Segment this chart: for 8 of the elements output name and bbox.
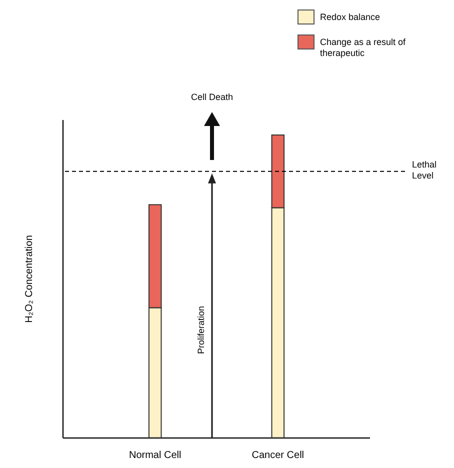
text: Cell Death (190, 92, 234, 102)
annotation: Proliferation (196, 306, 206, 354)
ref-line-label: Lethal Level (412, 159, 437, 180)
y-axis-title: H₂O₂ Concentration (24, 235, 35, 323)
x-tick-label: Cancer Cell (252, 450, 304, 461)
legend-label: Change as a result of therapeutic (320, 37, 406, 58)
legend-label: Redox balance (320, 12, 380, 22)
x-tick-label: Normal Cell (128, 450, 182, 461)
